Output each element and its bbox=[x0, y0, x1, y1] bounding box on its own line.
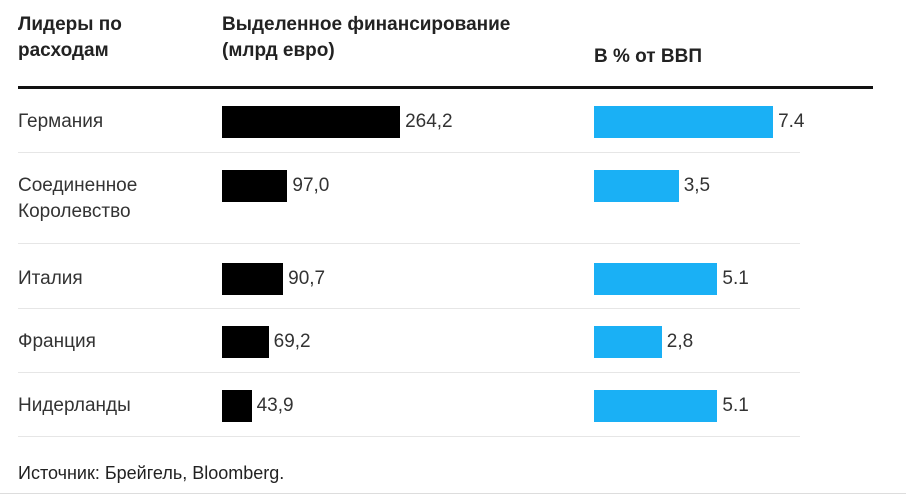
value-label: 7.4 bbox=[778, 111, 805, 132]
row-separator bbox=[18, 436, 800, 437]
row-separator bbox=[18, 243, 800, 244]
value-label: 2,8 bbox=[666, 331, 694, 352]
bar bbox=[594, 106, 774, 138]
bottom-rule bbox=[0, 493, 906, 494]
column-header: Выделенное финансирование (млрд евро) bbox=[222, 14, 511, 61]
category-label: Нидерланды bbox=[18, 395, 131, 416]
row-separator bbox=[18, 152, 800, 153]
bar bbox=[222, 263, 284, 295]
value-label: 5.1 bbox=[722, 268, 749, 289]
bar bbox=[222, 170, 288, 202]
value-label: 264,2 bbox=[405, 111, 453, 132]
bar bbox=[594, 263, 718, 295]
value-label: 90,7 bbox=[288, 268, 326, 289]
column-header: Лидеры по расходам bbox=[18, 14, 122, 61]
category-label: Германия bbox=[18, 111, 104, 132]
value-label: 5.1 bbox=[722, 395, 749, 416]
row-separator bbox=[18, 308, 800, 309]
row-separator bbox=[18, 372, 800, 373]
bar bbox=[594, 170, 679, 202]
value-label: 97,0 bbox=[292, 175, 330, 196]
category-label: Италия bbox=[18, 268, 83, 289]
value-label: 43,9 bbox=[256, 395, 294, 416]
column-header: В % от ВВП bbox=[594, 46, 702, 67]
category-label: Соединенное Королевство bbox=[18, 175, 138, 222]
value-label: 3,5 bbox=[683, 175, 711, 196]
bar bbox=[222, 390, 252, 422]
bar bbox=[594, 390, 718, 422]
header-rule bbox=[18, 86, 873, 89]
source: Источник: Брейгель, Bloomberg. bbox=[18, 463, 285, 483]
bar bbox=[594, 326, 662, 358]
bar bbox=[222, 106, 401, 138]
bar bbox=[222, 326, 269, 358]
category-label: Франция bbox=[18, 331, 96, 352]
value-label: 69,2 bbox=[273, 331, 311, 352]
